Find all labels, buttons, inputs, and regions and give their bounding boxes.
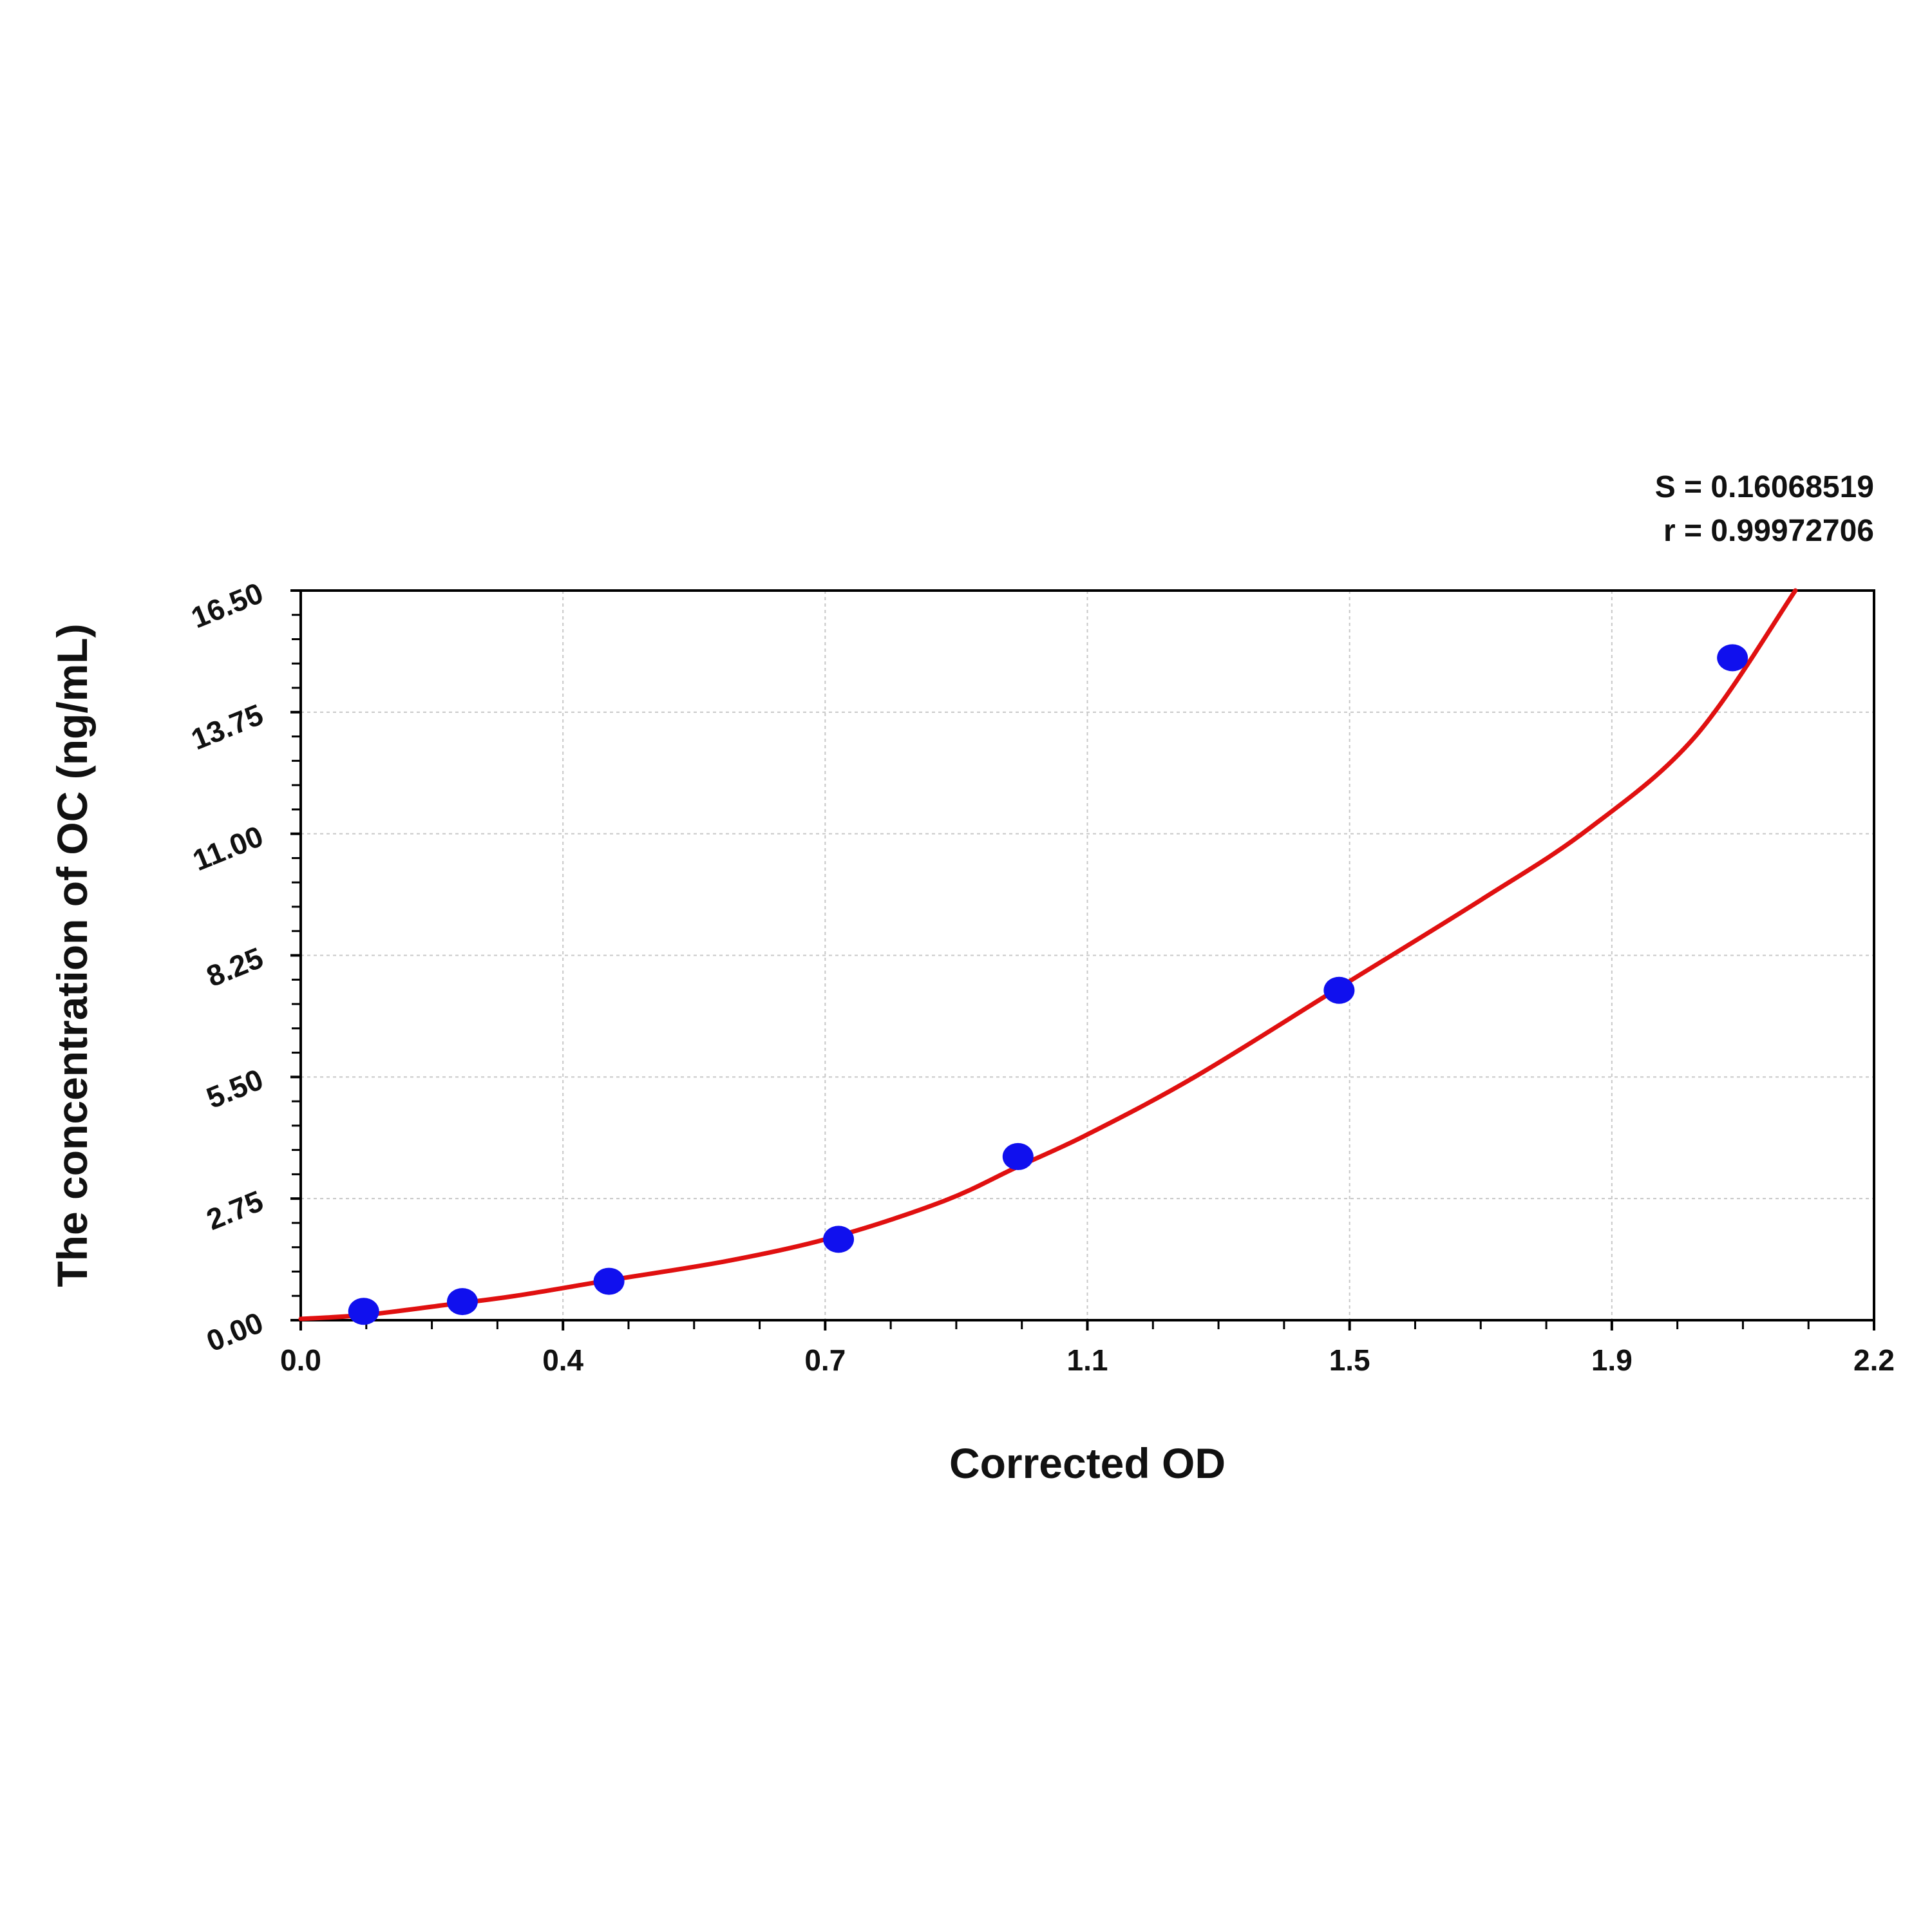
y-axis-ticks: 0.00 2.75 5.50 8.25 11.00 13.75 16.50 [187,576,301,1358]
x-tick-label: 0.7 [804,1343,846,1377]
data-point [1002,1142,1034,1170]
data-points [348,644,1748,1325]
y-tick-label: 16.50 [187,576,268,634]
y-tick-label: 13.75 [187,697,268,756]
grid-lines [301,591,1874,1320]
fit-curve [298,588,1798,1321]
fit-statistic-s: S = 0.16068519 [1655,470,1874,504]
data-point [348,1298,379,1325]
x-tick-label: 0.4 [542,1343,583,1377]
y-tick-label: 8.25 [202,941,267,994]
minor-ticks [292,614,1810,1329]
y-tick-label: 0.00 [202,1305,267,1358]
data-point [446,1288,478,1316]
data-point [593,1267,625,1295]
x-axis-ticks: 0.0 0.4 0.7 1.1 1.5 1.9 2.2 [280,1320,1895,1377]
x-axis-title: Corrected OD [949,1439,1226,1487]
data-point [1323,976,1355,1004]
x-tick-label: 2.2 [1853,1343,1895,1377]
x-tick-label: 1.5 [1329,1343,1370,1377]
data-point [1717,644,1748,672]
y-axis-title: The concentration of OC (ng/mL) [48,623,96,1287]
y-tick-label: 11.00 [188,819,268,877]
x-tick-label: 0.0 [280,1343,321,1377]
y-tick-label: 5.50 [202,1062,267,1115]
x-tick-label: 1.1 [1067,1343,1108,1377]
y-tick-label: 2.75 [202,1184,267,1236]
data-point [823,1226,855,1253]
x-tick-label: 1.9 [1591,1343,1633,1377]
fit-statistic-r: r = 0.99972706 [1663,514,1874,548]
